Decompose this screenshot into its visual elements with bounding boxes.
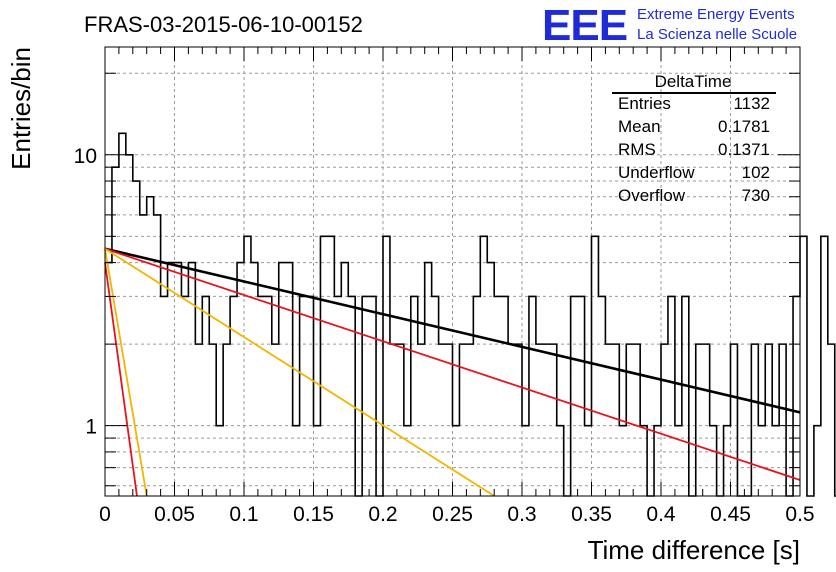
x-tick-label: 0.5 [785,503,814,526]
x-tick-label: 0.1 [229,503,258,526]
x-tick-label: 0.15 [293,503,334,526]
y-tick-labels: 1 10 [74,145,97,439]
axis-ticks [104,47,801,496]
x-tick-label: 0.3 [507,503,536,526]
stats-value-entries: 1132 [733,94,770,113]
stats-value-overflow: 730 [742,186,770,205]
fit-line [104,248,148,497]
x-tick-labels: 0 0.05 0.1 0.15 0.2 0.25 0.3 0.35 0.4 0.45 0.5 [99,503,814,526]
chart-title: FRAS-03-2015-06-10-00152 [84,12,363,37]
x-tick-label: 0.45 [710,503,751,526]
stats-label-mean: Mean [618,117,661,136]
stats-value-mean: 0.1781 [718,117,770,136]
logo-letters: EEE [542,1,627,50]
fit-line [104,247,495,497]
fit-lines [104,247,801,497]
experiment-logo: EEE Extreme Energy Events La Scienza nel… [542,1,797,50]
stats-value-rms: 0.1371 [718,140,770,159]
stats-value-underflow: 102 [742,163,770,182]
logo-line-2: La Scienza nelle Scuole [637,26,797,43]
stats-label-underflow: Underflow [618,163,695,182]
x-tick-label: 0.2 [368,503,397,526]
x-tick-label: 0 [99,503,111,526]
stats-box: DeltaTime Entries 1132 Mean 0.1781 RMS 0… [612,72,776,205]
x-tick-label: 0.25 [432,503,473,526]
stats-label-overflow: Overflow [618,186,686,205]
x-axis-title: Time difference [s] [588,535,800,565]
histogram-outline [105,132,836,497]
y-tick-label: 10 [74,145,97,168]
histogram-bars [105,132,836,497]
y-axis-title: Entries/bin [6,47,36,170]
fit-line [104,262,138,497]
x-tick-label: 0.4 [646,503,676,526]
stats-label-entries: Entries [618,94,671,113]
stats-label-rms: RMS [618,140,656,159]
stats-title: DeltaTime [655,72,732,91]
x-tick-label: 0.05 [154,503,195,526]
x-tick-label: 0.35 [571,503,612,526]
fit-line [104,247,801,414]
logo-line-1: Extreme Energy Events [637,6,795,23]
fit-line [104,247,801,481]
y-tick-label: 1 [85,416,97,439]
